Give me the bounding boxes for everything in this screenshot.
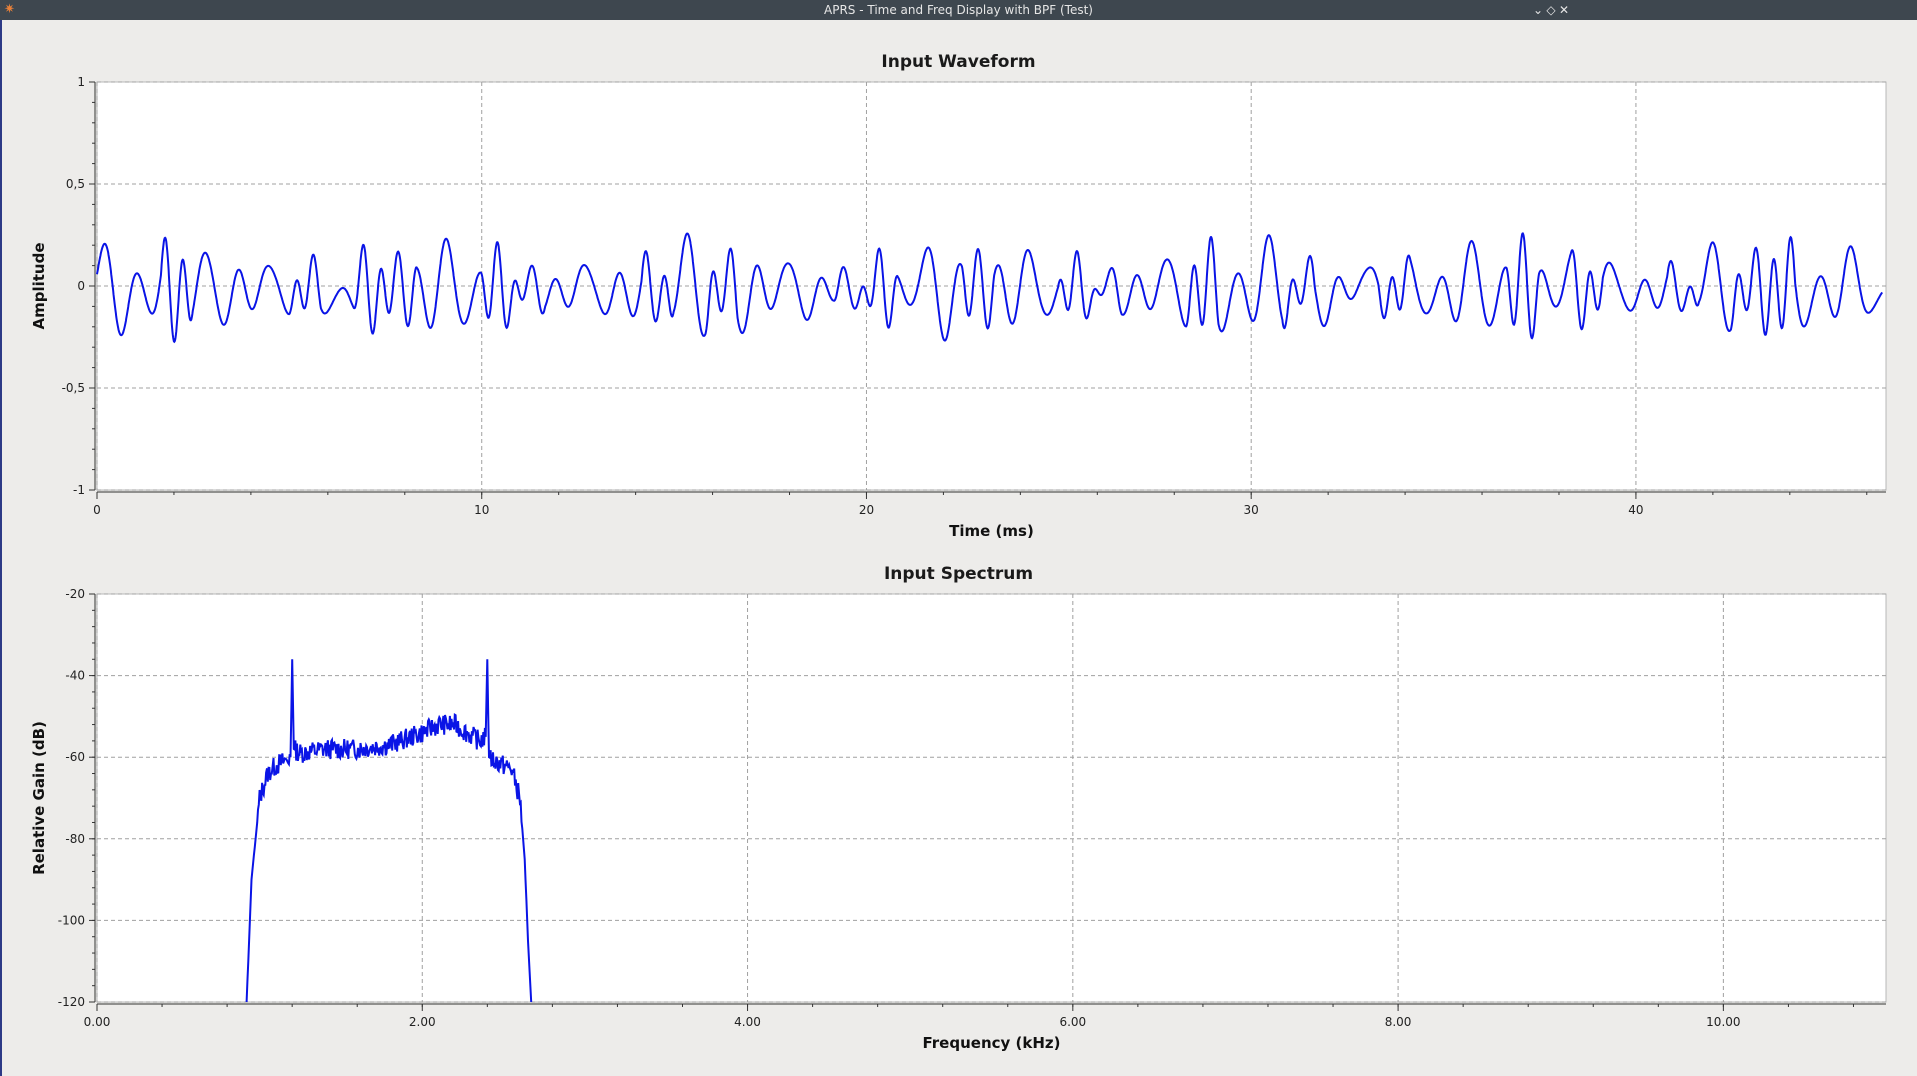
spectrum-title: Input Spectrum	[883, 564, 1034, 584]
close-icon[interactable]: ✕	[1558, 3, 1570, 17]
waveform-panel: Input Waveform	[0, 40, 1917, 550]
maximize-icon[interactable]: ◇	[1546, 3, 1556, 17]
spectrum-panel: Input Spectrum	[0, 560, 1917, 1070]
minimize-icon[interactable]: ⌄	[1532, 3, 1544, 17]
window-left-border	[0, 20, 2, 1076]
waveform-title: Input Waveform	[881, 52, 1036, 72]
gnuradio-icon: ✷	[4, 2, 15, 17]
window-titlebar: ✷ APRS - Time and Freq Display with BPF …	[0, 0, 1917, 20]
window-title: APRS - Time and Freq Display with BPF (T…	[824, 3, 1093, 17]
